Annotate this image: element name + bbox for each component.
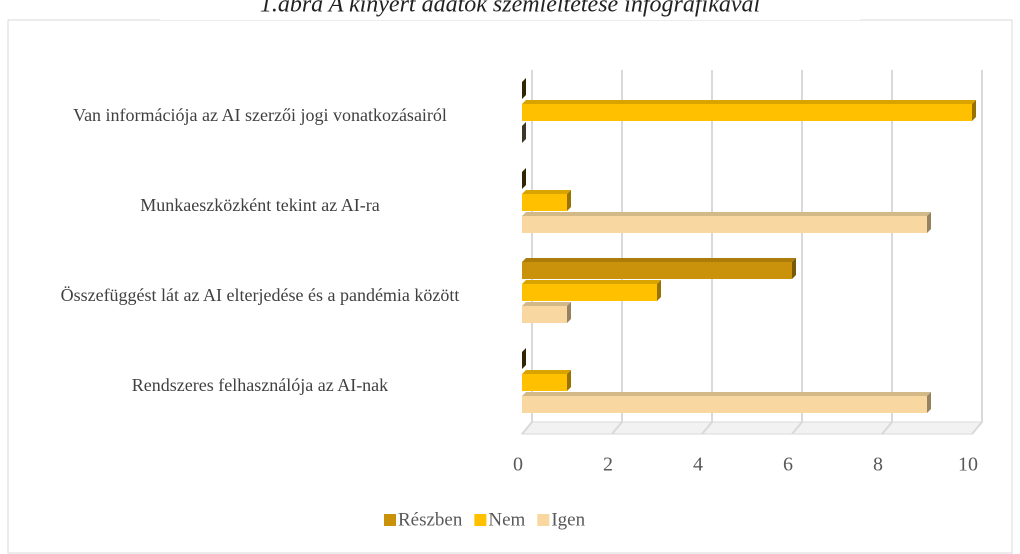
bar-side [972,100,976,121]
bar-front [522,396,927,413]
legend-swatch [384,514,396,526]
bar [522,78,526,99]
y-tick-label: Rendszeres felhasználója az AI-nak [131,375,389,395]
legend-swatch [474,514,487,526]
x-tick-label: 6 [783,454,793,476]
bar-top [522,370,571,374]
bar-front [522,284,657,301]
bar [522,122,526,143]
legend-label: Nem [488,509,525,530]
bar [522,190,571,211]
bar-side [522,168,526,189]
bar-side [567,190,571,211]
bar-side [522,348,526,369]
bar-top [522,212,931,216]
legend-label: Igen [551,509,585,530]
bar [522,392,931,413]
title-bg [160,0,860,20]
bar-top [522,100,976,104]
bar-side [522,78,526,99]
grid-line [611,70,623,435]
y-tick-label: Van információja az AI szerzői jogi vona… [73,105,447,125]
x-tick-label: 0 [513,454,523,476]
x-tick-label: 2 [603,454,613,476]
bar-side [522,122,526,143]
bar-side [927,392,931,413]
y-tick-label: Összefüggést lát az AI elterjedése és a … [60,285,460,305]
bar-front [522,262,792,279]
x-tick-label: 8 [873,454,883,476]
grid-line [971,70,983,435]
chart-title: 1.ábra A kinyert adatok szemléltetése in… [260,0,761,18]
legend-swatch [537,514,550,526]
grid-line [521,70,533,435]
bar-front [522,194,567,211]
bar-top [522,392,931,396]
x-tick-label: 10 [958,454,978,476]
grid-line [791,70,803,435]
grid-line [701,70,713,435]
legend-label: Részben [398,509,463,530]
bar-top [522,302,571,306]
bar-front [522,374,567,391]
bar-side [567,302,571,323]
bar [522,168,526,189]
bar-side [567,370,571,391]
bar-side [657,280,661,301]
bar [522,348,526,369]
bar-top [522,280,661,284]
bar-top [522,258,796,262]
grid-line [881,70,893,435]
bar [522,258,796,279]
bar-top [522,190,571,194]
bar [522,280,661,301]
bar [522,302,571,323]
bar [522,370,571,391]
bar-side [792,258,796,279]
y-tick-label: Munkaeszközként tekint az AI-ra [140,195,380,215]
bar [522,100,976,121]
bar-front [522,104,972,121]
bar-front [522,216,927,233]
x-tick-label: 4 [693,454,703,476]
bar-side [927,212,931,233]
bar-front [522,306,567,323]
floor [520,421,984,435]
bar [522,212,931,233]
